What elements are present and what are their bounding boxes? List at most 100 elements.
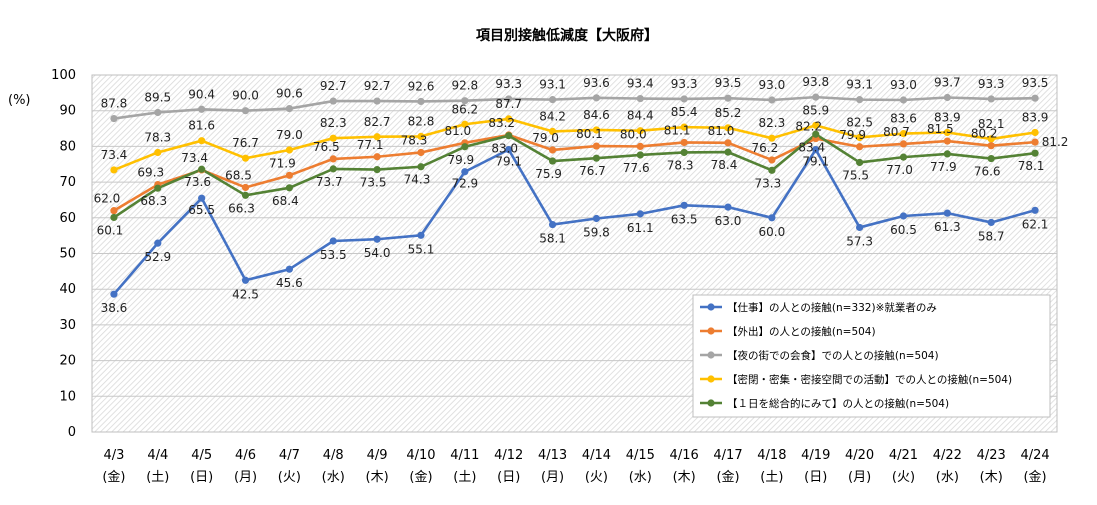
data-label: 93.6 bbox=[583, 76, 610, 90]
data-label: 76.7 bbox=[579, 164, 606, 178]
data-point bbox=[154, 239, 162, 247]
data-point bbox=[285, 171, 293, 179]
data-point bbox=[417, 132, 425, 141]
data-label: 81.0 bbox=[708, 124, 735, 138]
x-tick-weekday: (金) bbox=[1023, 469, 1046, 485]
data-label: 71.9 bbox=[269, 156, 296, 170]
data-label: 68.5 bbox=[225, 168, 252, 182]
data-point bbox=[987, 154, 995, 163]
data-point bbox=[636, 127, 644, 135]
data-point bbox=[461, 168, 469, 176]
data-label: 79.9 bbox=[447, 153, 474, 167]
data-point bbox=[373, 133, 381, 141]
x-tick-label: 4/23 bbox=[977, 448, 1006, 463]
data-label: 54.0 bbox=[364, 246, 391, 260]
data-point bbox=[856, 133, 864, 142]
y-tick-label: 70 bbox=[59, 175, 76, 190]
data-label: 58.7 bbox=[978, 229, 1005, 243]
x-tick-weekday: (木) bbox=[673, 470, 696, 485]
x-tick-label: 4/19 bbox=[801, 448, 830, 463]
data-point bbox=[417, 163, 425, 171]
data-label: 73.4 bbox=[181, 151, 208, 165]
data-point bbox=[856, 143, 864, 151]
data-label: 85.4 bbox=[671, 105, 698, 119]
x-tick-label: 4/16 bbox=[670, 448, 699, 463]
x-tick-weekday: (火) bbox=[278, 470, 301, 485]
data-label: 82.7 bbox=[364, 115, 391, 129]
data-label: 65.5 bbox=[188, 203, 215, 217]
data-point bbox=[373, 235, 381, 243]
data-point bbox=[417, 231, 425, 239]
data-label: 90.4 bbox=[188, 87, 215, 101]
series-lines bbox=[112, 95, 1036, 296]
data-point bbox=[417, 148, 425, 157]
data-label: 78.3 bbox=[401, 133, 428, 147]
x-tick-label: 4/5 bbox=[191, 448, 212, 463]
data-label: 78.3 bbox=[144, 130, 171, 144]
data-label: 68.4 bbox=[272, 194, 299, 208]
data-point bbox=[241, 183, 250, 192]
data-point bbox=[505, 95, 513, 103]
data-label: 80.7 bbox=[883, 125, 910, 139]
data-label: 87.8 bbox=[101, 97, 128, 111]
data-point bbox=[987, 142, 995, 150]
data-label: 87.7 bbox=[495, 97, 522, 111]
data-point bbox=[461, 120, 469, 128]
data-point bbox=[548, 146, 557, 154]
series-line bbox=[113, 132, 1036, 219]
data-label: 76.5 bbox=[313, 140, 340, 154]
data-point bbox=[548, 127, 557, 136]
data-point bbox=[724, 148, 732, 156]
x-tick-weekday: (金) bbox=[102, 469, 125, 485]
x-tick-label: 4/12 bbox=[494, 448, 523, 463]
x-tick-weekday: (水) bbox=[322, 470, 345, 485]
data-label: 75.5 bbox=[842, 168, 869, 182]
x-tick-label: 4/24 bbox=[1020, 448, 1049, 463]
data-label: 90.6 bbox=[276, 87, 303, 101]
data-point bbox=[154, 108, 162, 117]
x-tick-weekday: (木) bbox=[366, 470, 389, 485]
data-label: 60.5 bbox=[890, 223, 917, 237]
series-points bbox=[110, 93, 1039, 298]
x-tick-weekday: (火) bbox=[585, 470, 608, 485]
data-point bbox=[110, 290, 118, 298]
data-label: 93.1 bbox=[846, 78, 873, 92]
data-label: 84.4 bbox=[627, 109, 654, 123]
data-point bbox=[198, 137, 206, 145]
y-tick-label: 50 bbox=[59, 247, 76, 262]
x-tick-label: 4/13 bbox=[538, 448, 567, 463]
data-point bbox=[768, 134, 776, 142]
data-label: 57.3 bbox=[846, 234, 873, 248]
series-line bbox=[113, 133, 1036, 212]
data-label: 81.6 bbox=[188, 119, 215, 133]
data-point bbox=[812, 121, 820, 129]
data-point bbox=[505, 146, 513, 154]
data-point bbox=[724, 203, 732, 211]
data-point bbox=[417, 97, 425, 106]
data-point bbox=[680, 138, 688, 147]
data-label: 83.6 bbox=[890, 112, 917, 126]
data-label: 89.5 bbox=[144, 90, 171, 104]
data-point bbox=[373, 97, 381, 105]
data-label: 63.5 bbox=[671, 212, 698, 226]
data-label: 93.0 bbox=[890, 78, 917, 92]
data-label: 59.8 bbox=[583, 226, 610, 240]
data-label: 79.1 bbox=[495, 155, 522, 169]
x-tick-weekday: (土) bbox=[453, 470, 476, 485]
x-tick-weekday: (日) bbox=[497, 470, 520, 485]
data-point bbox=[899, 212, 908, 220]
data-point bbox=[899, 129, 908, 138]
data-point bbox=[110, 114, 118, 123]
x-tick-weekday: (土) bbox=[146, 470, 169, 485]
data-label: 92.6 bbox=[408, 79, 435, 93]
data-point bbox=[110, 166, 118, 174]
x-tick-label: 4/10 bbox=[406, 448, 435, 463]
data-label: 68.3 bbox=[140, 194, 167, 208]
data-point bbox=[636, 94, 644, 103]
x-tick-weekday: (水) bbox=[936, 470, 959, 485]
data-point bbox=[285, 146, 293, 154]
data-point bbox=[724, 124, 732, 132]
legend-swatch-marker bbox=[707, 303, 715, 311]
data-point bbox=[1031, 206, 1039, 214]
data-point bbox=[198, 105, 206, 113]
